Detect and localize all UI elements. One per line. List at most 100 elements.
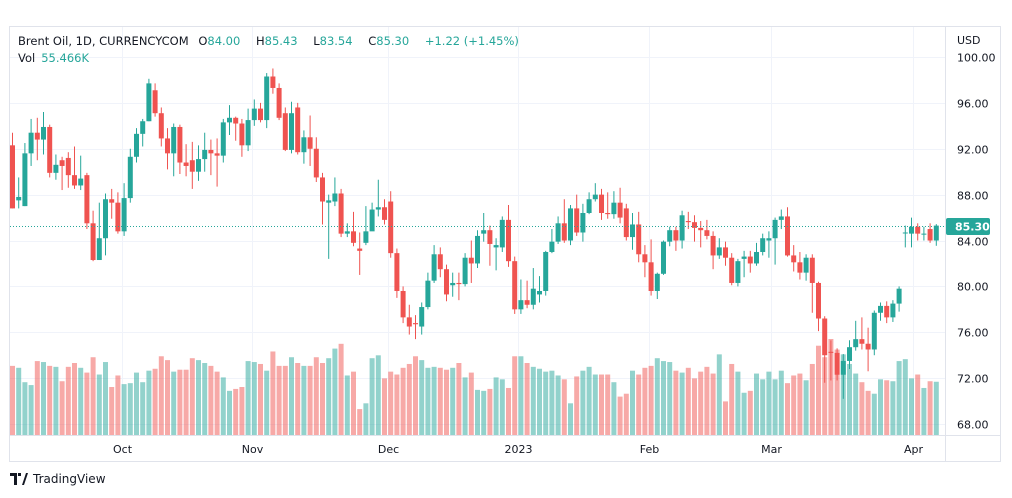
candle-body — [791, 255, 797, 263]
candle — [450, 272, 456, 297]
candle — [115, 192, 121, 234]
candle — [791, 245, 797, 272]
open-label: O — [198, 34, 208, 48]
volume-bar — [785, 383, 790, 435]
tradingview-logo[interactable]: TradingView — [10, 472, 106, 486]
volume-bar — [493, 377, 499, 435]
symbol-title[interactable]: Brent Oil, 1D, CURRENCYCOM — [18, 34, 189, 48]
volume-bar — [90, 357, 96, 435]
volume-bar — [803, 380, 809, 435]
candle-body — [884, 305, 890, 318]
candle — [295, 102, 301, 155]
candle — [140, 118, 146, 147]
candle-body — [357, 248, 363, 251]
candle-body — [487, 230, 493, 244]
price-tick-label: 88.00 — [957, 190, 989, 203]
volume-bar — [388, 371, 394, 435]
candle-body — [580, 212, 586, 233]
candle — [214, 138, 220, 187]
candle — [623, 203, 629, 241]
candle — [580, 203, 586, 242]
candle — [90, 210, 96, 262]
volume-bar — [580, 370, 586, 435]
volume-bar — [313, 357, 319, 435]
candle-body — [363, 231, 369, 243]
volume-bar — [723, 401, 728, 435]
candle — [648, 239, 654, 296]
volume-bar — [10, 365, 15, 435]
candle — [481, 212, 487, 242]
candle — [65, 152, 71, 188]
candle — [16, 177, 22, 209]
candle-body — [41, 126, 46, 140]
candle — [146, 78, 152, 122]
volume-bar — [264, 370, 270, 435]
candle — [716, 238, 722, 259]
candle — [909, 217, 914, 248]
candle-body — [909, 226, 914, 234]
candle-body — [103, 199, 108, 239]
volume-bar — [754, 373, 759, 435]
candle-body — [493, 245, 499, 248]
volume-bar — [109, 387, 115, 435]
volume-bar — [797, 373, 803, 435]
candle-body — [413, 323, 418, 325]
volume-bar — [673, 370, 679, 435]
candle-body — [840, 360, 846, 375]
high-label: H — [255, 34, 265, 48]
candle — [84, 172, 90, 230]
candle-body — [605, 212, 611, 215]
volume-bar — [685, 367, 691, 435]
volume-bar — [276, 365, 282, 435]
price-axis[interactable]: 100.00 96.00 92.00 88.00 84.00 80.00 76.00 72.0… — [957, 52, 996, 432]
candle — [636, 211, 642, 263]
candle-body — [239, 123, 245, 146]
volume-bar — [34, 361, 40, 435]
candle-body — [47, 126, 53, 173]
candle-body — [797, 262, 803, 273]
volume-bar — [834, 349, 840, 435]
candle — [506, 204, 511, 267]
volume-bar — [896, 361, 902, 435]
candle-body — [84, 175, 90, 224]
candle — [865, 327, 871, 372]
candle-body — [555, 223, 561, 242]
candle-body — [351, 231, 356, 243]
candle-body — [530, 288, 536, 305]
candle-body — [456, 282, 462, 285]
candle-body — [809, 257, 815, 283]
time-axis[interactable]: Oct Nov Dec 2023 Feb Mar Apr — [113, 443, 924, 456]
candle-body — [196, 159, 201, 172]
candle-body — [462, 257, 468, 285]
candle-body — [419, 307, 425, 327]
candle — [493, 238, 499, 271]
candle — [289, 101, 294, 154]
candle — [276, 83, 282, 121]
candle-body — [871, 312, 877, 350]
volume-bar — [481, 390, 487, 435]
price-tick-label: 92.00 — [957, 144, 989, 157]
candle — [760, 233, 766, 256]
candle — [679, 210, 685, 249]
volume-bar — [933, 381, 939, 435]
candle — [605, 192, 611, 219]
candle — [59, 156, 65, 191]
candle-body — [878, 305, 883, 313]
volume-bar — [450, 367, 456, 435]
candle — [152, 83, 158, 117]
open-value: 84.00 — [207, 34, 241, 48]
candle — [933, 224, 939, 246]
candle — [723, 241, 728, 266]
candle-body — [121, 198, 127, 232]
candle-body — [729, 257, 735, 283]
candle — [189, 141, 195, 189]
candle-body — [667, 230, 673, 242]
candle — [351, 211, 356, 247]
candle-body — [506, 219, 511, 262]
candle — [859, 317, 865, 350]
candle-body — [189, 160, 195, 172]
candle-body — [524, 300, 530, 305]
low-label: L — [313, 34, 320, 48]
volume-bar — [158, 356, 164, 435]
